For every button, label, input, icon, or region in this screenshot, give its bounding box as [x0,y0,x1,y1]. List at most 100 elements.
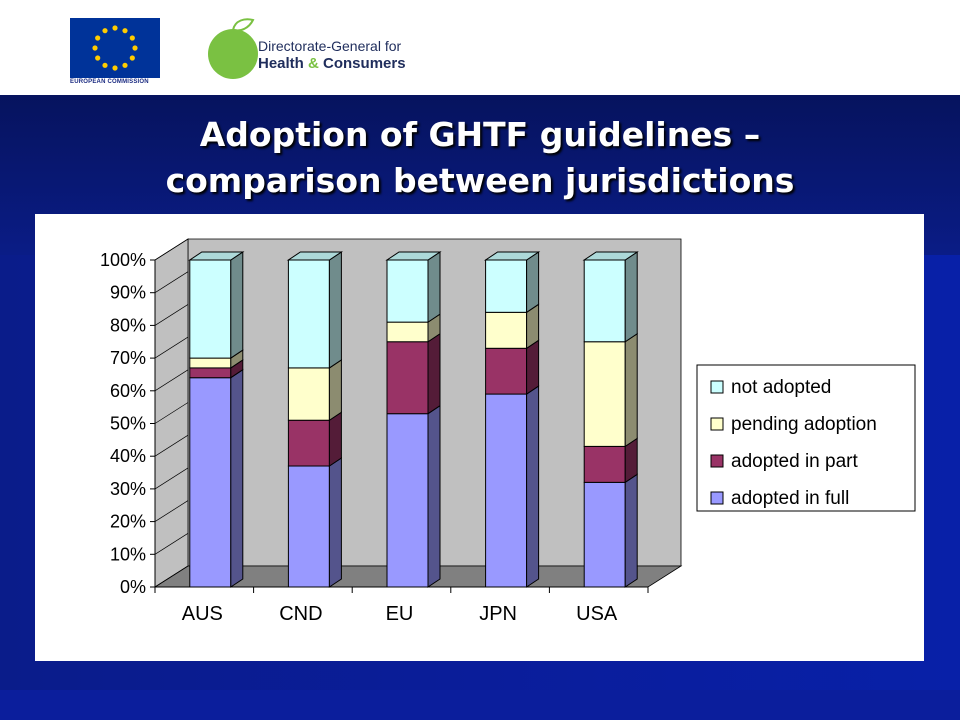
dg-name: Directorate-General for Health & Consume… [258,38,406,72]
bar-segment-side [230,368,244,588]
y-tick-label: 70% [110,348,146,368]
legend-label: adopted in part [731,451,858,472]
bar-top-face [385,251,442,261]
y-tick-label: 20% [110,512,146,532]
bar-segment-front [583,259,626,343]
legend-swatch [710,491,724,505]
y-wall-gridline [154,565,189,588]
eu-star-icon [112,25,118,31]
dg-line1: Directorate-General for [258,38,402,54]
dg-health: Health [258,55,309,72]
eu-star-icon [122,62,128,68]
bar-segment-side [328,251,342,369]
y-wall-gridline [154,336,189,359]
bar-segment-front [287,419,330,467]
bar-segment-front [189,259,232,359]
bar-segment-side [328,411,342,467]
eu-star-icon [122,28,128,34]
dg-line2: Health & Consumers [258,55,406,72]
bar-segment-front [485,259,528,313]
dg-amp: & [308,55,319,72]
y-tick-label: 80% [110,315,146,335]
y-wall-gridline [154,500,189,522]
y-tick-label: 30% [110,479,146,499]
bar-segment-front [386,413,429,588]
y-wall-gridline [154,271,189,293]
bar-top-face [483,251,541,261]
eu-flag-logo [70,18,160,78]
chart-panel: 0% 10% 20% 30% 40% 50% 60% 70% 80% 90% 100% AUS CND E… [35,214,924,661]
bar-segment-front [386,341,429,415]
bar-segment-front [386,321,429,343]
eu-star-icon [102,62,108,68]
legend-swatch [710,454,724,468]
y-tick-label: 0% [120,577,146,597]
bar-segment-side [427,332,441,415]
title-line-1: Adoption of GHTF guidelines – [199,115,761,154]
bar-top-face [286,251,344,261]
bar-segment-side [624,332,638,448]
y-wall-gridline [154,238,189,261]
header-bar: EUROPEAN COMMISSION Directorate-General … [0,0,960,95]
y-tick-label: 90% [110,283,146,303]
eu-star-icon [92,45,98,51]
x-category-label: USA [576,603,618,625]
y-wall-gridline [154,467,189,490]
bar-segment-side [526,385,540,588]
bar-segment-front [287,367,330,421]
eu-star-icon [132,45,138,51]
y-tick-label: 100% [100,250,146,270]
eu-star-icon [129,55,135,61]
bar-segment-front [189,367,232,379]
eu-star-icon [102,28,108,34]
eu-star-icon [95,35,101,41]
dg-consumers: Consumers [318,55,406,72]
y-tick-label: 60% [110,381,146,401]
legend-swatch [710,380,724,394]
x-category-label: EU [386,603,414,625]
bar-segment-side [624,251,638,343]
eu-star-icon [95,55,101,61]
bar-segment-side [624,473,638,588]
bar-segment-front [386,259,429,323]
legend-label: adopted in full [731,488,849,509]
bar-segment-front [189,377,232,588]
slide-title: Adoption of GHTF guidelines – comparison… [60,112,900,204]
legend-swatch [710,417,724,431]
y-wall-gridline [154,402,189,424]
chart-legend [696,364,916,512]
x-category-label: CND [279,603,322,625]
eu-star-icon [112,65,118,71]
y-tick-label: 50% [110,414,146,434]
bar-segment-side [526,339,540,396]
stacked-bar-chart: 0% 10% 20% 30% 40% 50% 60% 70% 80% 90% 100% AUS CND E… [100,238,916,625]
bar-segment-front [485,311,528,349]
slide-bottom-strip [0,690,960,720]
bar-segment-front [485,347,528,395]
bar-segment-side [427,404,441,588]
bar-segment-side [526,251,540,314]
bar-top-face [582,251,639,261]
bar-segment-front [583,481,626,588]
bar-segment-side [328,457,342,588]
eu-caption: EUROPEAN COMMISSION [70,79,149,85]
bar-segment-side [427,251,441,324]
y-wall-gridline [154,434,189,457]
y-tick-label: 10% [110,544,146,564]
legend-label: pending adoption [731,414,877,435]
bar-segment-front [287,259,330,369]
bar-segment-front [583,341,626,447]
bar-segment-front [287,465,330,588]
bar-segment-side [328,358,342,422]
bar-top-face [188,251,245,261]
bar-segment-front [189,357,232,369]
y-wall-gridline [154,533,189,555]
y-wall-gridline [154,304,189,326]
bar-segment-side [230,251,244,360]
legend-label: not adopted [731,377,831,398]
bar-segment-front [583,445,626,483]
y-tick-label: 40% [110,446,146,466]
title-line-2: comparison between jurisdictions [165,161,795,200]
x-category-label: JPN [479,603,517,625]
dg-sanco-leaf-logo [208,18,258,79]
